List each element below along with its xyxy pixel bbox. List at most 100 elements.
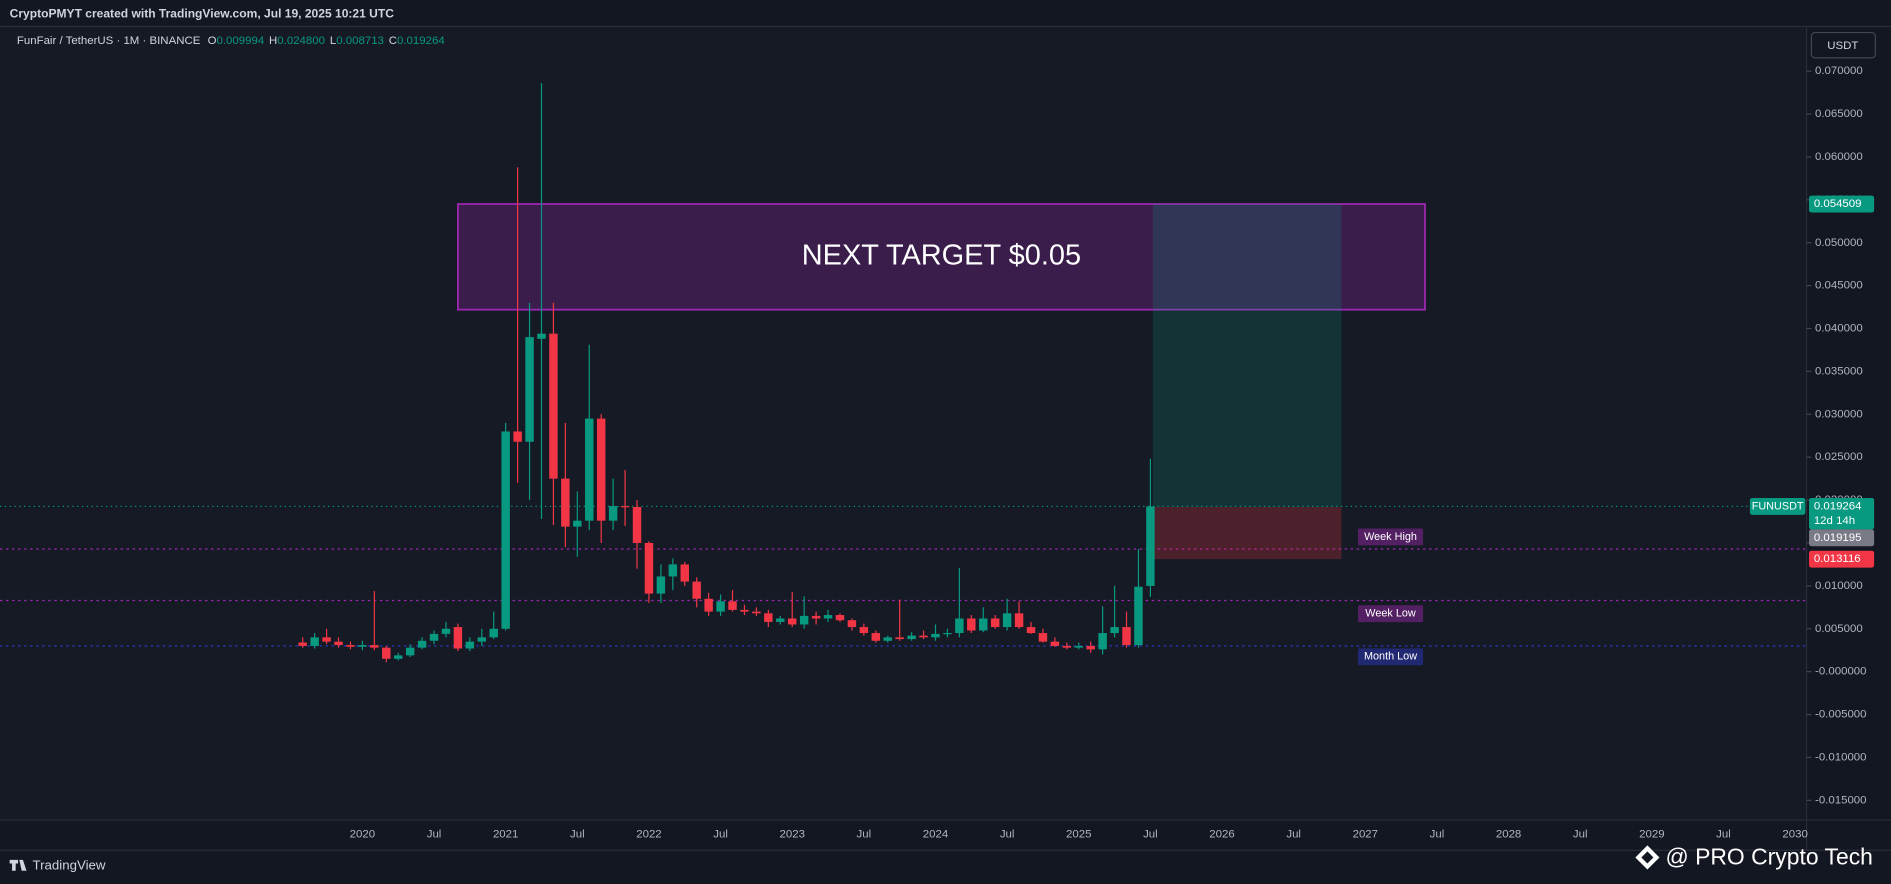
ohlc-key: L [330, 35, 336, 47]
currency-button[interactable] [1810, 31, 1876, 59]
x-tick-label: Jul [1286, 829, 1301, 841]
candle-body [346, 645, 355, 647]
x-tick-label: 2027 [1353, 829, 1378, 841]
candle-body [776, 618, 785, 622]
ohlc-value: 0.024800 [277, 35, 325, 47]
price-tag-label: 0.019264 [1814, 500, 1862, 512]
currency[interactable]: USDT [1827, 40, 1858, 52]
x-tick-label: 2024 [923, 829, 949, 841]
candle-body [1014, 613, 1024, 628]
x-tick-label: Jul [570, 829, 585, 841]
stop-tag [1808, 550, 1875, 568]
x-tick-label: 2023 [779, 829, 804, 841]
candle-body [907, 635, 916, 640]
candle-body [752, 611, 761, 614]
price-tag [1808, 497, 1875, 530]
candle-body [298, 642, 307, 646]
candle-body [811, 615, 821, 619]
candle-body [847, 620, 857, 628]
candle-body [525, 337, 534, 442]
symbol: FunFair / TetherUS · 1M · BINANCE [17, 35, 201, 47]
countdown: 12d 14h [1814, 515, 1855, 527]
x-tick-label: Jul [1000, 829, 1015, 841]
y-tick-label: 0.005000 [1815, 623, 1863, 635]
candle-body [692, 581, 701, 599]
level-label: Week Low [1365, 608, 1416, 620]
x-tick-label: Jul [427, 829, 442, 841]
y-tick-label: 0.065000 [1815, 108, 1863, 120]
x-tick-label: Jul [1143, 829, 1158, 841]
candle-body [1134, 586, 1143, 646]
candle-body [513, 431, 522, 442]
candle-body [585, 418, 594, 521]
stop-zone [1152, 506, 1342, 560]
candle-body [644, 542, 654, 594]
x-tick-label: 2020 [350, 829, 375, 841]
brand-logo [9, 859, 27, 871]
candle-body [549, 333, 558, 479]
candle-body [955, 618, 964, 634]
candle-body [1074, 645, 1083, 648]
candle-body [310, 637, 319, 646]
entry-tag-label: 0.019195 [1814, 532, 1862, 544]
y-tick-label: 0.045000 [1815, 280, 1863, 292]
x-tick-label: 2028 [1496, 829, 1521, 841]
candle-body [405, 647, 415, 656]
x-tick-label: Jul [1430, 829, 1445, 841]
y-tick-label: -0.000000 [1815, 666, 1867, 678]
candle-body [740, 609, 749, 612]
candle-body [704, 598, 713, 612]
candle-body [895, 637, 904, 640]
ohlc-key: H [269, 35, 277, 47]
candle-body [561, 478, 570, 527]
candle-body [1146, 506, 1155, 586]
candle-body [429, 633, 439, 641]
candle-body [990, 618, 1000, 628]
candle-body [1122, 627, 1131, 646]
brand-text: TradingView [33, 857, 106, 872]
x-tick-label: 2030 [1782, 829, 1807, 841]
candle-body [883, 637, 892, 641]
legend: FunFair / TetherUS · 1M · BINANCE O0.0099… [17, 35, 445, 47]
chart-layer: 0.0700000.0650000.0600000.0550000.050000… [0, 65, 1875, 841]
candle-body [441, 628, 451, 634]
y-tick-label: 0.050000 [1815, 237, 1863, 249]
y-tick-label: 0.030000 [1815, 408, 1863, 420]
y-tick-label: 0.010000 [1815, 580, 1863, 592]
ohlc-value: 0.008713 [336, 35, 384, 47]
candle-body [823, 615, 833, 619]
candle-body [537, 333, 546, 339]
candle-body [358, 645, 367, 647]
level-label: Week High [1364, 531, 1417, 543]
y-tick-label: 0.025000 [1815, 451, 1863, 463]
candle-body [1026, 627, 1036, 634]
candle-body [764, 613, 773, 622]
candle-body [859, 627, 869, 634]
x-tick-label: 2025 [1066, 829, 1091, 841]
candle-body [943, 633, 952, 635]
candle-body [1002, 613, 1012, 628]
y-tick-label: -0.015000 [1815, 794, 1867, 806]
candle-body [465, 641, 475, 649]
candle-body [656, 576, 666, 594]
candle-body [1098, 633, 1107, 650]
brand: TradingView [9, 857, 106, 872]
candle-body [501, 431, 510, 629]
y-tick-label: -0.005000 [1815, 709, 1867, 721]
y-tick-label: 0.060000 [1815, 151, 1863, 163]
symbol-tag-label: FUNUSDT [1752, 500, 1804, 512]
candle-body [787, 618, 797, 625]
x-tick-label: 2021 [493, 829, 518, 841]
x-tick-label: 2022 [636, 829, 661, 841]
target-tag [1808, 195, 1875, 213]
candle-body [477, 637, 487, 642]
candle-body [334, 641, 343, 646]
candle-body [716, 601, 725, 612]
x-tick-label: 2029 [1639, 829, 1664, 841]
stop-tag-label: 0.013116 [1814, 553, 1861, 565]
candle-body [1110, 627, 1119, 634]
candle-body [680, 564, 689, 582]
plot-area [0, 26, 1807, 821]
candle-body [596, 418, 606, 521]
